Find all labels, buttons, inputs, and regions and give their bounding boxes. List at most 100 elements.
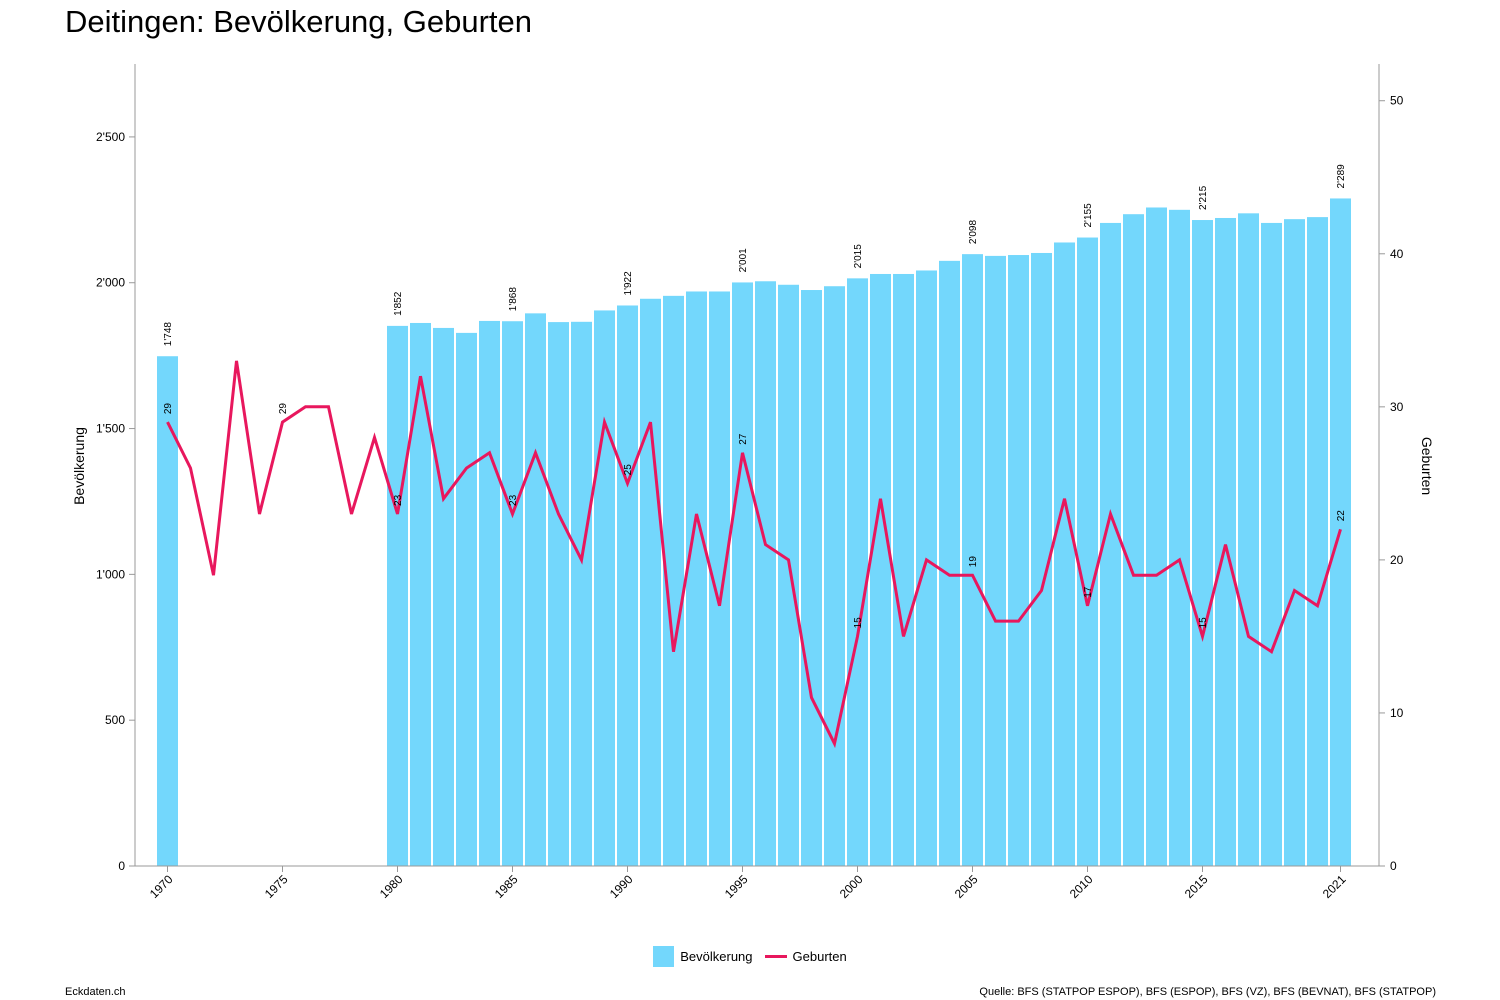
bar-2009 bbox=[1054, 242, 1075, 867]
bar-1990 bbox=[617, 305, 638, 866]
y-tick-label: 2'500 bbox=[96, 130, 125, 144]
bar-1994 bbox=[709, 291, 730, 867]
bar-1987 bbox=[548, 322, 569, 867]
line-value-label: 17 bbox=[1083, 586, 1094, 598]
y2-axis-title: Geburten bbox=[1419, 437, 1435, 495]
x-tick-label: 2010 bbox=[1067, 872, 1096, 901]
legend-label-bevoelkerung: Bevölkerung bbox=[680, 949, 753, 964]
legend-label-geburten: Geburten bbox=[792, 949, 847, 964]
line-value-label: 19 bbox=[968, 556, 979, 568]
line-layer bbox=[166, 360, 1342, 749]
bar-2020 bbox=[1307, 217, 1328, 867]
footer-source: Quelle: BFS (STATPOP ESPOP), BFS (ESPOP)… bbox=[979, 986, 1436, 998]
bar-1991 bbox=[640, 298, 661, 866]
bar-2002 bbox=[893, 273, 914, 867]
legend: Bevölkerung Geburten bbox=[0, 946, 1500, 967]
y-tick-label: 1'000 bbox=[96, 567, 125, 581]
bar-1997 bbox=[778, 284, 799, 866]
x-tick-label: 2005 bbox=[952, 872, 981, 901]
bar-2016 bbox=[1215, 217, 1236, 866]
bar-2004 bbox=[939, 260, 960, 866]
line-value-label: 29 bbox=[278, 403, 289, 415]
bar-1980 bbox=[387, 325, 408, 866]
x-tick-label: 1985 bbox=[492, 872, 521, 901]
bar-1996 bbox=[755, 281, 776, 866]
bar-1995 bbox=[732, 282, 753, 866]
y-axis-title: Bevölkerung bbox=[71, 427, 87, 505]
bar-1983 bbox=[456, 332, 477, 866]
bar-1986 bbox=[525, 313, 546, 866]
legend-item-bevoelkerung[interactable]: Bevölkerung bbox=[653, 946, 753, 967]
y2-tick-label: 20 bbox=[1390, 553, 1404, 567]
legend-swatch-bar bbox=[653, 946, 675, 967]
bar-2007 bbox=[1008, 255, 1029, 866]
line-value-label: 22 bbox=[1336, 510, 1347, 522]
y-tick-label: 2'000 bbox=[96, 276, 125, 290]
x-tick-label: 2015 bbox=[1182, 872, 1211, 901]
labels-layer: 1'748 1'852 1'868 1'922 2'001 2'015 2'098 2'155… bbox=[163, 164, 1347, 629]
bar-value-label: 2'001 bbox=[738, 248, 749, 273]
y-tick-label: 500 bbox=[105, 713, 125, 727]
line-value-label: 15 bbox=[853, 617, 864, 629]
y2-tick-label: 30 bbox=[1390, 400, 1404, 414]
bar-2018 bbox=[1261, 222, 1282, 866]
bar-2011 bbox=[1100, 222, 1121, 866]
bar-value-label: 2'098 bbox=[968, 220, 979, 245]
bar-value-label: 2'289 bbox=[1336, 164, 1347, 189]
bar-1998 bbox=[801, 290, 822, 866]
y2-tick-label: 0 bbox=[1390, 859, 1397, 873]
bar-1989 bbox=[594, 310, 615, 866]
bar-2006 bbox=[985, 255, 1006, 866]
x-tick-label: 1980 bbox=[377, 872, 406, 901]
bar-1985 bbox=[502, 321, 523, 866]
bar-2010 bbox=[1077, 237, 1098, 867]
bar-value-label: 2'215 bbox=[1198, 185, 1209, 210]
y-tick-label: 1'500 bbox=[96, 422, 125, 436]
bar-value-label: 1'748 bbox=[163, 322, 174, 347]
footer-brand: Eckdaten.ch bbox=[65, 986, 126, 998]
y2-tick-label: 50 bbox=[1390, 94, 1404, 108]
x-tick-label: 1970 bbox=[147, 872, 176, 901]
chart-title: Deitingen: Bevölkerung, Geburten bbox=[65, 4, 533, 39]
line-value-label: 23 bbox=[393, 494, 404, 506]
bar-1984 bbox=[479, 320, 500, 866]
bar-value-label: 2'155 bbox=[1083, 203, 1094, 228]
bar-1988 bbox=[571, 321, 592, 867]
line-value-label: 23 bbox=[508, 494, 519, 506]
bar-1981 bbox=[410, 322, 431, 866]
bar-1993 bbox=[686, 291, 707, 867]
bar-value-label: 1'852 bbox=[393, 291, 404, 316]
geburten-line bbox=[166, 360, 1342, 749]
x-tick-label: 1990 bbox=[607, 872, 636, 901]
y-tick-label: 0 bbox=[118, 859, 125, 873]
bar-2003 bbox=[916, 270, 937, 867]
line-value-label: 25 bbox=[623, 464, 634, 476]
bar-value-label: 2'015 bbox=[853, 244, 864, 269]
bar-1970 bbox=[157, 356, 178, 866]
bar-2015 bbox=[1192, 220, 1213, 866]
bar-2012 bbox=[1123, 214, 1144, 866]
x-tick-label: 2000 bbox=[837, 872, 866, 901]
y2-tick-label: 40 bbox=[1390, 247, 1404, 261]
line-value-label: 29 bbox=[163, 403, 174, 415]
legend-swatch-line bbox=[764, 955, 787, 958]
bar-2001 bbox=[870, 273, 891, 867]
bar-2005 bbox=[962, 254, 983, 866]
x-tick-label: 1975 bbox=[262, 872, 291, 901]
bar-2019 bbox=[1284, 219, 1305, 867]
line-value-label: 15 bbox=[1198, 617, 1209, 629]
bar-2008 bbox=[1031, 252, 1052, 867]
bar-2013 bbox=[1146, 207, 1167, 866]
line-value-label: 27 bbox=[738, 433, 749, 445]
bar-2017 bbox=[1238, 213, 1259, 867]
bar-2014 bbox=[1169, 209, 1190, 866]
bars-layer bbox=[157, 198, 1351, 867]
bar-1999 bbox=[824, 286, 845, 866]
legend-item-geburten[interactable]: Geburten bbox=[764, 949, 847, 964]
x-tick-label: 2021 bbox=[1320, 872, 1349, 901]
bar-value-label: 1'868 bbox=[508, 287, 519, 312]
bar-1992 bbox=[663, 295, 684, 866]
bar-value-label: 1'922 bbox=[623, 271, 634, 296]
x-tick-label: 1995 bbox=[722, 872, 751, 901]
